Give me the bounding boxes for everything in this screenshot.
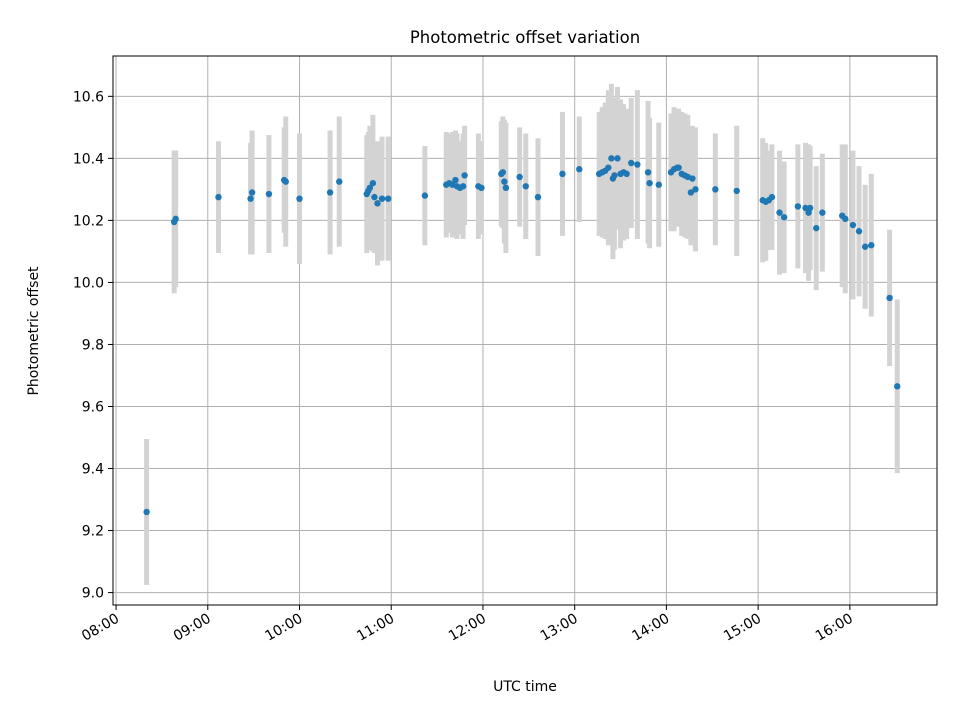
data-point — [634, 161, 641, 168]
data-point — [692, 186, 699, 193]
y-tick-label: 9.2 — [82, 524, 104, 540]
data-point — [861, 243, 869, 250]
y-axis-label: Photometric offset — [26, 266, 42, 396]
data-point — [776, 209, 783, 216]
chart-title: Photometric offset variation — [410, 28, 640, 47]
data-point — [459, 183, 467, 190]
data-point — [813, 224, 820, 232]
y-tick-label: 9.0 — [82, 586, 104, 602]
data-point — [605, 164, 612, 171]
data-point — [794, 203, 802, 210]
data-point — [534, 193, 542, 201]
data-point — [655, 181, 662, 188]
data-point — [522, 183, 529, 190]
data-point — [802, 204, 809, 212]
data-point — [143, 508, 150, 516]
data-point — [855, 228, 863, 235]
data-point — [374, 200, 381, 207]
data-point — [886, 294, 893, 302]
data-point — [819, 209, 826, 216]
data-point — [687, 189, 695, 196]
data-point — [780, 214, 788, 221]
data-point — [501, 178, 508, 185]
data-point — [371, 193, 378, 201]
data-point — [733, 187, 740, 195]
data-point — [894, 383, 901, 390]
data-point — [172, 215, 179, 223]
data-point — [646, 179, 653, 187]
data-point — [712, 186, 719, 193]
y-tick-label: 10.4 — [73, 151, 104, 167]
data-point — [369, 179, 377, 187]
data-point — [452, 176, 459, 184]
data-point — [559, 170, 566, 178]
data-point — [421, 192, 429, 199]
data-point — [576, 166, 583, 173]
y-axis-ticks: 9.0 9.2 9.4 9.6 9.8 10.0 10.2 10.4 10.6 — [73, 89, 113, 602]
data-point — [248, 189, 256, 196]
plot-frame — [112, 55, 938, 606]
data-point — [614, 155, 621, 162]
data-points — [143, 155, 901, 516]
y-tick-label: 9.8 — [82, 337, 104, 353]
data-point — [326, 189, 334, 196]
data-point — [499, 169, 507, 176]
data-point — [806, 204, 814, 212]
data-point — [608, 155, 615, 162]
data-point — [675, 164, 682, 171]
data-point — [689, 175, 696, 182]
data-point — [628, 159, 635, 167]
data-point — [478, 184, 485, 192]
data-point — [384, 195, 392, 202]
data-point — [868, 242, 875, 249]
data-point — [644, 169, 652, 176]
data-point — [623, 170, 630, 178]
data-point — [516, 173, 523, 181]
data-point — [215, 193, 222, 201]
data-point — [247, 195, 254, 202]
y-tick-label: 9.6 — [82, 399, 104, 415]
data-point — [849, 221, 857, 229]
data-point — [336, 178, 343, 185]
y-tick-label: 10.2 — [73, 213, 104, 229]
data-point — [378, 195, 386, 202]
data-point — [296, 195, 303, 202]
y-tick-label: 9.4 — [82, 462, 104, 478]
x-axis-label: UTC time — [493, 679, 557, 695]
data-point — [502, 184, 510, 192]
data-point — [282, 178, 289, 185]
data-point — [611, 172, 618, 179]
y-tick-label: 10.6 — [73, 89, 104, 105]
data-point — [366, 184, 374, 192]
data-point — [461, 172, 468, 179]
data-point — [842, 215, 849, 223]
data-point — [768, 193, 776, 201]
y-tick-label: 10.0 — [73, 275, 104, 291]
data-point — [265, 190, 273, 198]
